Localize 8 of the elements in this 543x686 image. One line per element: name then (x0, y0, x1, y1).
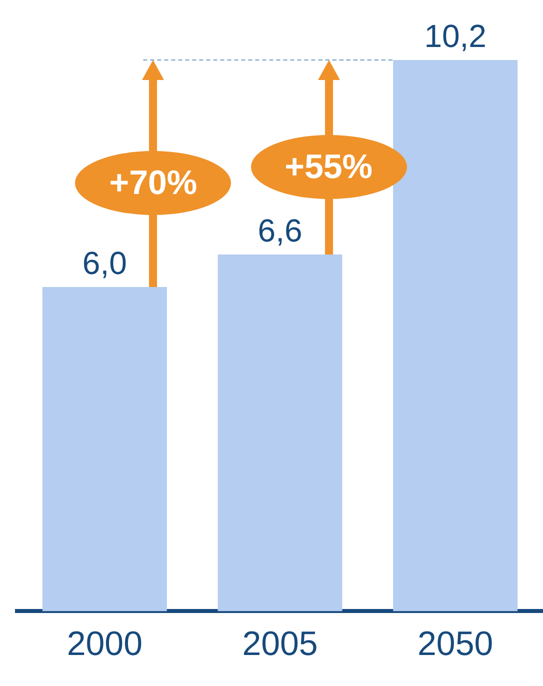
data-label: 6,0 (82, 244, 127, 281)
data-label: 6,6 (258, 212, 302, 248)
x-tick-label: 2000 (66, 624, 142, 663)
data-label: 10,2 (424, 18, 486, 54)
annotation: +55% (250, 135, 407, 200)
x-tick-label: 2050 (418, 624, 494, 663)
annotation: +70% (75, 151, 232, 216)
x-tick-label: 2005 (242, 624, 318, 663)
